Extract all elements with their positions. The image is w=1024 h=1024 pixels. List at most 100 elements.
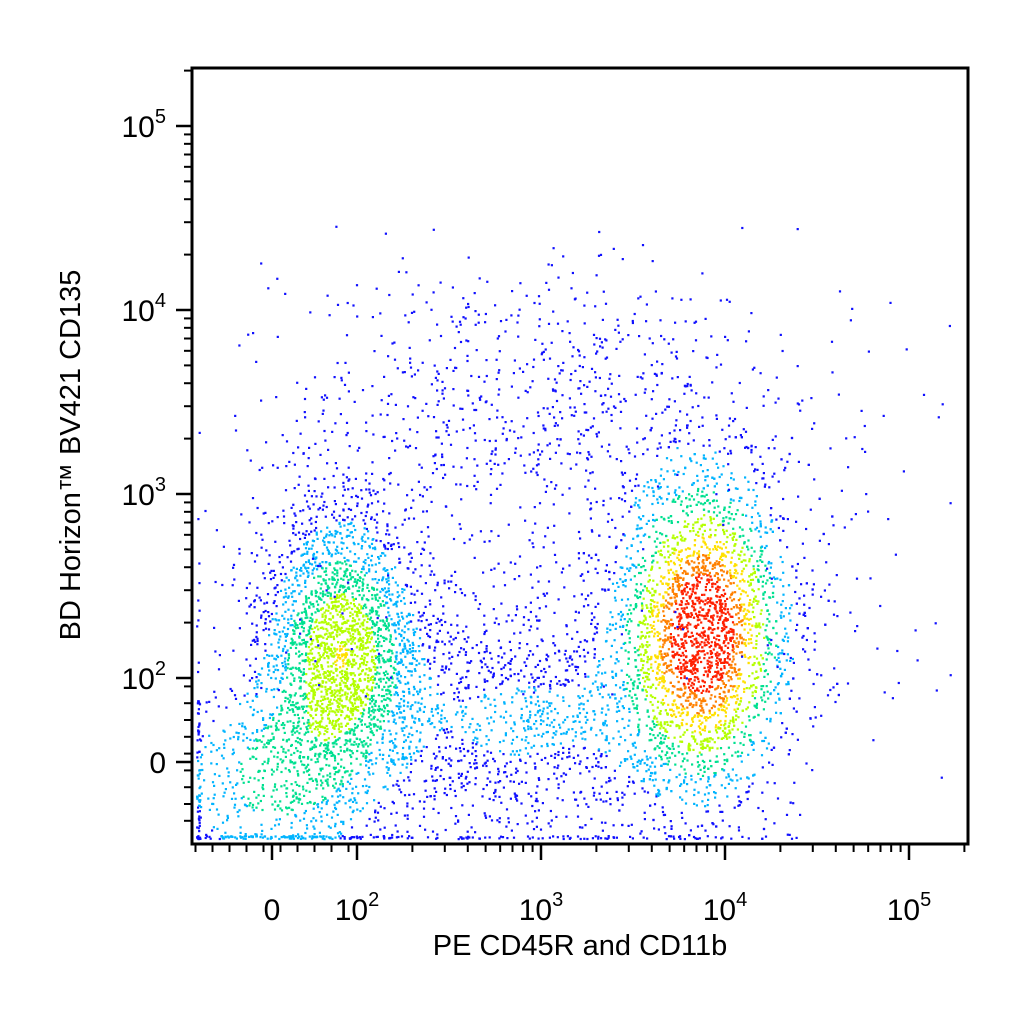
event-dot [680,645,683,648]
event-dot [382,715,385,718]
event-dot [674,599,677,602]
event-dot [346,747,349,750]
event-dot [590,694,593,697]
event-dot [329,618,332,621]
event-dot [340,710,343,713]
event-dot [355,693,358,696]
event-dot [354,597,357,600]
event-dot [418,637,422,640]
event-dot [658,566,661,570]
event-dot [298,635,301,638]
event-dot [734,487,737,490]
event-dot [412,571,415,574]
event-dot [673,638,677,641]
event-dot [353,674,356,677]
event-dot [734,718,737,721]
event-dot [349,701,352,704]
event-dot [701,721,704,724]
event-dot [398,545,401,549]
event-dot [390,739,393,743]
event-dot [364,514,367,518]
event-dot [292,728,295,731]
event-dot [378,655,381,658]
event-dot [285,792,288,795]
event-dot [660,723,663,726]
event-dot [366,553,369,556]
event-dot [325,627,328,631]
event-dot [368,570,371,573]
event-dot [623,618,626,621]
event-dot [701,533,704,536]
event-dot [684,639,687,642]
event-dot [307,560,310,563]
event-dot [402,746,405,750]
event-dot [307,566,310,570]
event-dot [680,654,683,657]
event-dot [333,600,336,604]
event-dot [359,639,362,642]
event-dot [323,611,326,614]
event-dot [690,778,693,781]
event-dot [691,641,694,644]
event-dot [271,654,274,657]
event-dot [310,685,313,688]
event-dot [306,640,309,644]
event-dot [686,426,689,429]
event-dot [382,671,385,674]
event-dot [397,622,400,625]
event-dot [278,619,281,622]
event-dot [339,584,342,587]
event-dot [345,621,348,624]
event-dot [721,729,725,733]
event-dot [283,626,286,629]
event-dot [338,800,341,803]
event-dot [374,594,377,597]
event-dot [395,745,398,748]
event-dot [267,611,270,614]
event-dot [349,638,352,641]
event-dot [353,692,356,695]
event-dot [696,761,699,764]
event-dot [664,634,667,637]
event-dot [552,503,555,506]
event-dot [743,690,746,693]
event-dot [584,675,587,678]
event-dot [697,680,700,683]
event-dot [296,624,299,627]
event-dot [696,599,699,602]
event-dot [701,494,704,498]
event-dot [652,734,655,737]
event-dot [703,765,706,768]
event-dot [340,541,343,544]
event-dot [386,788,389,791]
event-dot [291,800,294,803]
event-dot [381,587,384,591]
event-dot [601,403,604,406]
event-dot [255,680,258,683]
event-dot [646,791,650,794]
event-dot [276,706,279,709]
event-dot [709,517,712,520]
event-dot [767,647,770,650]
event-dot [696,712,699,715]
event-dot [319,705,322,708]
event-dot [343,693,347,696]
event-dot [326,730,329,734]
event-dot [287,608,290,611]
event-dot [320,695,323,698]
event-dot [642,664,645,667]
event-dot [369,616,373,619]
event-dot [723,658,726,661]
event-dot [665,639,668,642]
event-dot [377,658,380,661]
event-dot [698,598,701,601]
event-dot [312,555,315,558]
event-dot [342,578,345,581]
event-dot [724,786,727,790]
event-dot [326,651,329,654]
event-dot [702,562,705,565]
event-dot [351,626,354,629]
event-dot [695,694,698,697]
event-dot [324,616,327,619]
event-dot [238,761,241,764]
